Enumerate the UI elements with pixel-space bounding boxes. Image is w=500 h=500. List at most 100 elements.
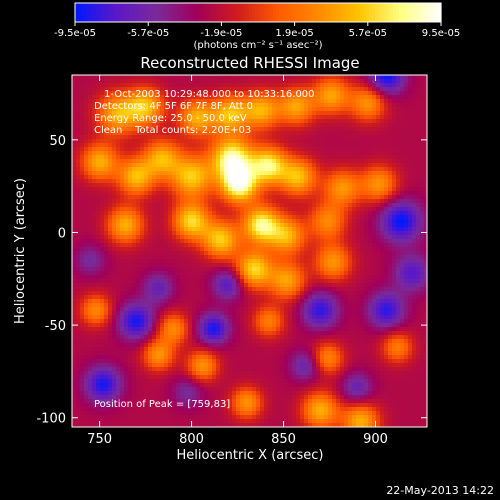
heatmap-cell xyxy=(172,139,177,144)
heatmap-cell xyxy=(228,115,233,120)
heatmap-cell xyxy=(260,147,265,152)
heatmap-cell xyxy=(268,99,273,104)
heatmap-cell xyxy=(332,127,337,132)
heatmap-cell xyxy=(400,287,405,292)
heatmap-cell xyxy=(336,115,341,120)
heatmap-cell xyxy=(408,191,413,196)
heatmap-cell xyxy=(316,227,321,232)
heatmap-cell xyxy=(76,223,81,228)
heatmap-cell xyxy=(348,219,353,224)
colorbar-segment xyxy=(345,3,349,22)
heatmap-cell xyxy=(248,79,253,84)
heatmap-cell xyxy=(252,267,257,272)
heatmap-cell xyxy=(136,127,141,132)
heatmap-cell xyxy=(276,195,281,200)
heatmap-cell xyxy=(424,271,427,276)
heatmap-cell xyxy=(312,195,317,200)
heatmap-cell xyxy=(272,203,277,208)
heatmap-cell xyxy=(212,115,217,120)
heatmap-cell xyxy=(84,195,89,200)
heatmap-cell xyxy=(156,147,161,152)
heatmap-cell xyxy=(96,83,101,88)
heatmap-cell xyxy=(292,219,297,224)
heatmap-cell xyxy=(132,131,137,136)
heatmap-cell xyxy=(312,231,317,236)
heatmap-cell xyxy=(116,175,121,180)
heatmap-cell xyxy=(92,179,97,184)
heatmap-cell xyxy=(276,107,281,112)
heatmap-cell xyxy=(324,135,329,140)
heatmap-cell xyxy=(264,123,269,128)
heatmap-cell xyxy=(308,143,313,148)
heatmap-cell xyxy=(336,111,341,116)
heatmap-cell xyxy=(288,287,293,292)
heatmap-cell xyxy=(356,159,361,164)
heatmap-cell xyxy=(356,211,361,216)
heatmap-cell xyxy=(76,195,81,200)
heatmap-cell xyxy=(316,199,321,204)
heatmap-cell xyxy=(188,231,193,236)
heatmap-cell xyxy=(160,147,165,152)
heatmap-cell xyxy=(248,115,253,120)
heatmap-cell xyxy=(404,111,409,116)
heatmap-cell xyxy=(300,243,305,248)
heatmap-cell xyxy=(376,159,381,164)
heatmap-cell xyxy=(332,143,337,148)
heatmap-cell xyxy=(160,287,165,292)
heatmap-cell xyxy=(208,203,213,208)
heatmap-cell xyxy=(340,79,345,84)
heatmap-cell xyxy=(256,291,261,296)
heatmap-cell xyxy=(136,179,141,184)
heatmap-cell xyxy=(288,179,293,184)
heatmap-cell xyxy=(312,223,317,228)
heatmap-cell xyxy=(124,151,129,156)
heatmap-cell xyxy=(240,291,245,296)
heatmap-cell xyxy=(92,231,97,236)
heatmap-cell xyxy=(144,231,149,236)
heatmap-cell xyxy=(80,219,85,224)
heatmap-cell xyxy=(96,215,101,220)
heatmap-cell xyxy=(312,151,317,156)
heatmap-cell xyxy=(260,103,265,108)
heatmap-cell xyxy=(108,135,113,140)
colorbar-segment xyxy=(330,3,334,22)
heatmap-cell xyxy=(128,231,133,236)
heatmap-cell xyxy=(412,75,417,80)
heatmap-cell xyxy=(320,211,325,216)
heatmap-cell xyxy=(312,247,317,252)
heatmap-cell xyxy=(368,227,373,232)
heatmap-cell xyxy=(108,211,113,216)
heatmap-cell xyxy=(216,163,221,168)
heatmap-cell xyxy=(240,79,245,84)
heatmap-cell xyxy=(88,207,93,212)
heatmap-cell xyxy=(260,131,265,136)
heatmap-cell xyxy=(216,223,221,228)
heatmap-cell xyxy=(352,123,357,128)
heatmap-cell xyxy=(112,175,117,180)
heatmap-cell xyxy=(400,155,405,160)
heatmap-cell xyxy=(300,139,305,144)
heatmap-cell xyxy=(232,171,237,176)
heatmap-cell xyxy=(292,211,297,216)
heatmap-cell xyxy=(188,227,193,232)
heatmap-cell xyxy=(180,175,185,180)
heatmap-cell xyxy=(252,259,257,264)
heatmap-cell xyxy=(356,139,361,144)
heatmap-cell xyxy=(156,175,161,180)
colorbar-segment xyxy=(378,3,382,22)
heatmap-cell xyxy=(412,239,417,244)
heatmap-cell xyxy=(140,75,145,80)
heatmap-cell xyxy=(180,167,185,172)
heatmap-cell xyxy=(384,83,389,88)
heatmap-cell xyxy=(100,143,105,148)
heatmap-cell xyxy=(100,123,105,128)
heatmap-cell xyxy=(272,279,277,284)
heatmap-cell xyxy=(376,131,381,136)
heatmap-cell xyxy=(228,87,233,92)
heatmap-cell xyxy=(88,231,93,236)
heatmap-cell xyxy=(188,107,193,112)
heatmap-cell xyxy=(236,151,241,156)
heatmap-cell xyxy=(112,179,117,184)
heatmap-cell xyxy=(232,175,237,180)
heatmap-cell xyxy=(120,155,125,160)
